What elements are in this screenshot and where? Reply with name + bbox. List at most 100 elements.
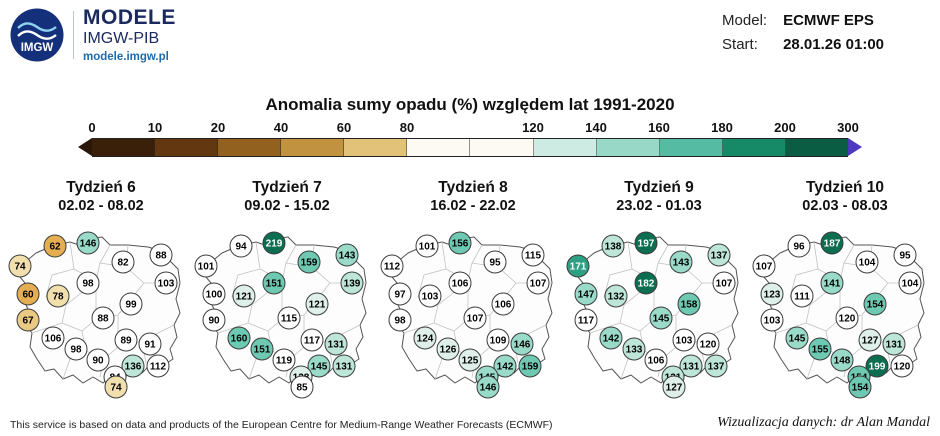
model-label: Model:	[722, 12, 768, 29]
station-value-circle: 125	[458, 348, 482, 372]
colorbar-tick-label: 80	[399, 120, 415, 135]
week-column-1: Tydzień 6 02.02 - 08.02 62 146 88 74 82 98 103 60…	[8, 178, 194, 399]
voivodeship-border	[619, 281, 655, 332]
colorbar-tick-label: 120	[522, 120, 544, 135]
station-value-circle: 120	[890, 354, 914, 378]
model-info: Model: ECMWF EPS Start: 28.01.26 01:00	[722, 12, 884, 53]
station-value-circle: 120	[835, 306, 859, 330]
station-value-circle: 117	[300, 328, 324, 352]
station-value-circle: 115	[521, 243, 545, 267]
station-value-circle: 107	[463, 306, 487, 330]
station-value-circle: 88	[149, 243, 173, 267]
station-value-circle: 155	[808, 337, 832, 361]
station-value-label: 94	[235, 242, 247, 253]
station-value-circle: 95	[893, 243, 917, 267]
colorbar-tick-label: 300	[837, 120, 859, 135]
station-value-label: 151	[254, 345, 271, 356]
station-value-circle: 107	[712, 271, 736, 295]
station-value-label: 97	[394, 290, 406, 301]
poland-map: 138 197 137 171 143 182 107 147 132 158 117 145 142 1…	[566, 231, 739, 399]
station-value-label: 182	[638, 279, 655, 290]
station-value-label: 131	[336, 362, 353, 373]
station-value-circle: 137	[704, 354, 728, 378]
station-value-label: 136	[125, 362, 142, 373]
station-value-circle: 154	[848, 375, 872, 399]
week-date-range: 02.02 - 08.02	[58, 198, 144, 214]
station-value-circle: 160	[227, 326, 251, 350]
station-value-circle: 131	[324, 332, 348, 356]
station-value-label: 85	[296, 383, 308, 394]
station-value-circle: 127	[858, 328, 882, 352]
model-value: ECMWF EPS	[783, 12, 874, 29]
station-value-label: 103	[422, 292, 439, 303]
colorbar-legend: 0 10 20 40 60 80 120 140 160 180 200 300	[78, 120, 862, 157]
station-value-label: 74	[110, 383, 122, 394]
station-value-label: 103	[158, 279, 175, 290]
station-value-label: 82	[117, 258, 129, 269]
station-value-label: 90	[208, 316, 220, 327]
colorbar-segment	[92, 139, 156, 156]
station-value-circle: 104	[855, 250, 879, 274]
brand-site-link[interactable]: modele.imgw.pl	[83, 50, 169, 63]
station-value-label: 121	[309, 300, 326, 311]
week-title: Tydzień 10	[805, 179, 885, 196]
station-value-circle: 98	[76, 271, 100, 295]
station-value-label: 107	[467, 314, 484, 325]
station-value-circle: 60	[16, 282, 40, 306]
week-date-range: 02.03 - 08.03	[802, 198, 888, 214]
station-value-label: 148	[834, 356, 851, 367]
station-value-circle: 133	[622, 337, 646, 361]
brand-block: MODELE IMGW-PIB modele.imgw.pl	[83, 6, 176, 63]
station-value-label: 123	[764, 290, 781, 301]
station-value-label: 156	[452, 239, 469, 250]
station-value-label: 78	[52, 292, 64, 303]
station-value-label: 155	[812, 345, 829, 356]
station-value-label: 159	[522, 362, 539, 373]
station-value-circle: 100	[202, 282, 226, 306]
station-value-label: 141	[824, 279, 841, 290]
weeks-row: Tydzień 6 02.02 - 08.02 62 146 88 74 82 98 103 60…	[8, 178, 938, 399]
station-value-label: 142	[603, 334, 620, 345]
station-value-circle: 106	[491, 292, 515, 316]
station-value-label: 95	[489, 258, 501, 269]
start-label: Start:	[722, 36, 758, 53]
colorbar-right-arrow	[848, 138, 862, 156]
colorbar-left-arrow	[78, 138, 92, 156]
colorbar-tick-label: 200	[774, 120, 796, 135]
station-value-label: 143	[673, 258, 690, 269]
station-value-circle: 111	[790, 284, 814, 308]
station-value-circle: 95	[483, 250, 507, 274]
station-value-label: 147	[578, 290, 595, 301]
station-value-label: 107	[530, 279, 547, 290]
week-title: Tydzień 9	[624, 179, 694, 196]
station-value-label: 112	[384, 262, 401, 273]
colorbar-segment	[533, 139, 597, 156]
station-value-circle: 156	[448, 231, 472, 255]
poland-map: 101 156 115 112 95 106 107 97 103 106 98 107 124 126 1…	[380, 231, 553, 399]
logo-divider	[73, 10, 74, 59]
colorbar-segment	[785, 139, 848, 156]
station-value-label: 112	[150, 362, 167, 373]
station-value-circle: 141	[820, 271, 844, 295]
station-value-label: 111	[794, 292, 810, 303]
week-date-range: 23.02 - 01.03	[616, 198, 702, 214]
station-value-label: 120	[894, 362, 911, 373]
voivodeship-border	[603, 268, 633, 298]
station-value-circle: 132	[604, 284, 628, 308]
station-value-circle: 88	[91, 306, 115, 330]
station-value-label: 142	[497, 362, 514, 373]
station-value-circle: 143	[669, 250, 693, 274]
brand-name: MODELE	[83, 6, 176, 29]
station-value-circle: 127	[662, 375, 686, 399]
colorbar-segment	[344, 139, 408, 156]
station-value-label: 104	[859, 258, 876, 269]
station-value-circle: 137	[707, 243, 731, 267]
station-value-label: 125	[462, 356, 479, 367]
station-value-circle: 131	[332, 354, 356, 378]
colorbar-tick-label: 60	[336, 120, 352, 135]
week-column-5: Tydzień 10 02.03 - 08.03 96 187 95 107 104 141 1…	[752, 178, 938, 399]
station-value-label: 133	[626, 345, 643, 356]
station-value-circle: 171	[566, 254, 590, 278]
colorbar-tick-label: 10	[147, 120, 163, 135]
